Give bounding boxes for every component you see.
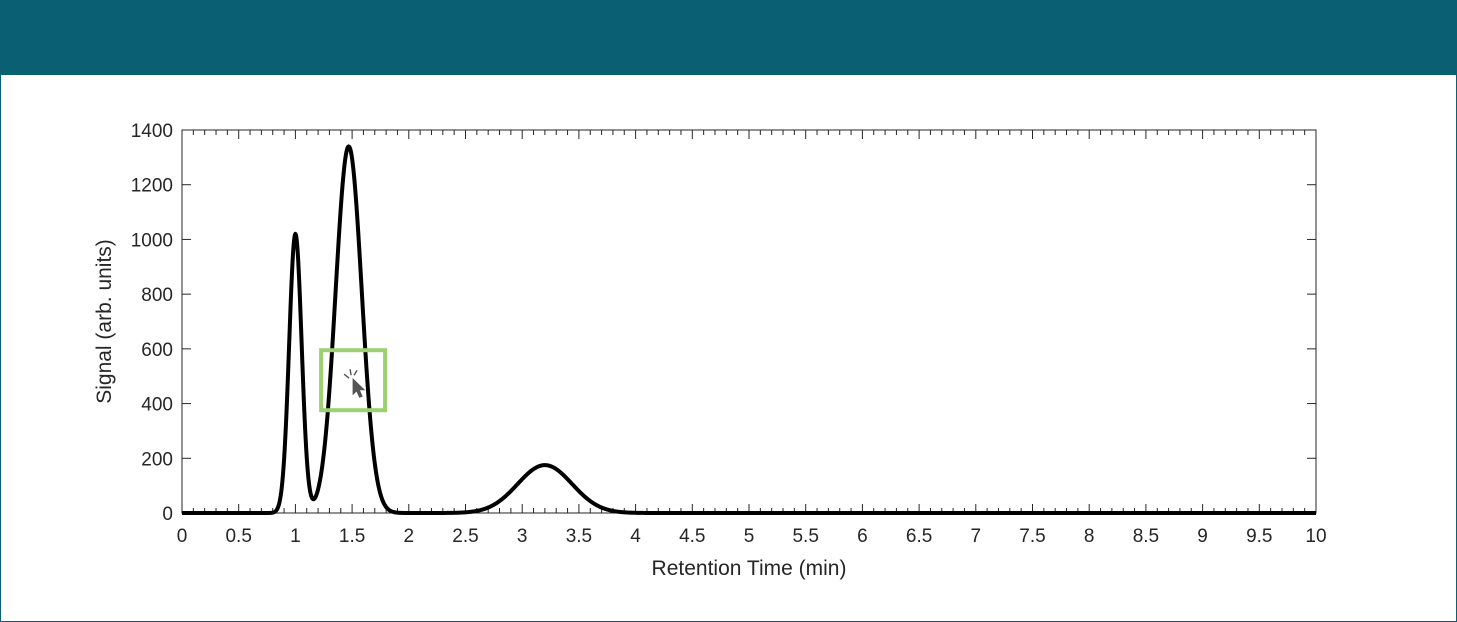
x-tick-label: 8	[1084, 526, 1095, 547]
y-tick-label: 800	[141, 285, 173, 306]
x-tick-label: 7	[971, 526, 982, 547]
tick-labels: 0 200 400 600 800 1000 1200 1400 0 0.5 1 1.5 2 2.5 3 3.…	[131, 121, 1327, 547]
signal-line	[180, 144, 1318, 515]
y-tick-label: 400	[141, 395, 173, 416]
x-tick-label: 4	[630, 526, 641, 547]
y-axis-label: Signal (arb. units)	[93, 239, 116, 404]
x-tick-label: 8.5	[1133, 526, 1159, 547]
cursor-click-icon	[319, 348, 388, 413]
x-tick-label: 6	[857, 526, 868, 547]
y-tick-label: 1000	[131, 230, 173, 251]
x-tick-label: 2.5	[452, 526, 478, 547]
x-tick-label: 1.5	[339, 526, 365, 547]
y-tick-label: 1200	[131, 176, 173, 197]
axes	[181, 129, 1317, 514]
x-tick-label: 0.5	[225, 526, 251, 547]
x-tick-label: 1	[290, 526, 301, 547]
y-tick-label: 600	[141, 340, 173, 361]
mouse-pointer-icon	[343, 369, 366, 398]
x-tick-label: 10	[1305, 526, 1326, 547]
y-tick-label: 200	[141, 449, 173, 470]
x-tick-label: 2	[404, 526, 415, 547]
x-tick-label: 6.5	[906, 526, 932, 547]
x-tick-label: 7.5	[1019, 526, 1045, 547]
x-tick-label: 5.5	[792, 526, 818, 547]
plot-box	[181, 129, 1317, 514]
click-highlight-box	[319, 348, 388, 413]
x-tick-label: 9.5	[1246, 526, 1272, 547]
y-tick-label: 1400	[131, 121, 173, 142]
x-tick-label: 3.5	[566, 526, 592, 547]
header-bar	[0, 0, 1457, 75]
x-tick-label: 3	[517, 526, 528, 547]
y-tick-label: 0	[162, 504, 173, 525]
x-axis-label: Retention Time (min)	[652, 557, 847, 580]
x-tick-label: 5	[744, 526, 755, 547]
x-tick-label: 0	[177, 526, 188, 547]
x-tick-label: 4.5	[679, 526, 705, 547]
x-tick-label: 9	[1197, 526, 1208, 547]
